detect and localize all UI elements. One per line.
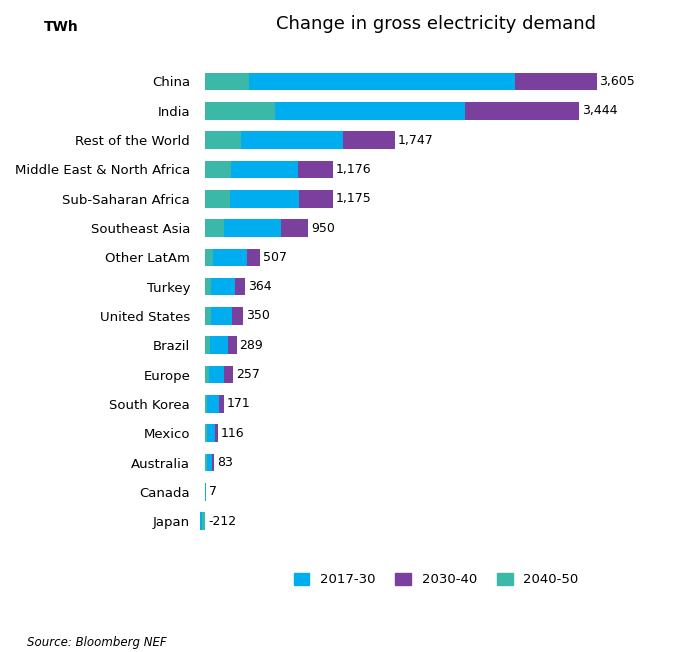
Bar: [205, 72, 249, 90]
Bar: [231, 160, 298, 178]
Text: 950: 950: [311, 222, 335, 235]
Bar: [207, 454, 212, 471]
Bar: [210, 366, 225, 383]
Bar: [205, 190, 230, 207]
Bar: [212, 454, 214, 471]
Bar: [299, 190, 333, 207]
Bar: [205, 395, 207, 413]
Text: 257: 257: [236, 368, 260, 381]
Bar: [202, 512, 205, 530]
Bar: [235, 278, 245, 295]
Text: 1,176: 1,176: [336, 163, 372, 176]
Bar: [230, 190, 299, 207]
Bar: [224, 219, 282, 237]
Bar: [282, 219, 308, 237]
Legend: 2017-30, 2030-40, 2040-50: 2017-30, 2030-40, 2040-50: [289, 567, 584, 591]
Title: Change in gross electricity demand: Change in gross electricity demand: [276, 15, 596, 33]
Text: 1,175: 1,175: [336, 192, 372, 205]
Bar: [249, 72, 515, 90]
Bar: [205, 366, 210, 383]
Bar: [188, 512, 202, 530]
Text: Source: Bloomberg NEF: Source: Bloomberg NEF: [27, 636, 167, 649]
Text: 364: 364: [247, 280, 271, 293]
Text: 3,605: 3,605: [599, 75, 635, 88]
Bar: [465, 102, 579, 119]
Bar: [275, 102, 465, 119]
Bar: [205, 336, 210, 354]
Bar: [515, 72, 596, 90]
Bar: [247, 248, 260, 266]
Bar: [210, 336, 228, 354]
Bar: [213, 248, 247, 266]
Text: 350: 350: [246, 310, 270, 323]
Text: 83: 83: [217, 456, 233, 469]
Bar: [205, 307, 212, 325]
Text: -212: -212: [208, 514, 236, 527]
Bar: [219, 395, 224, 413]
Bar: [343, 131, 395, 149]
Bar: [205, 248, 213, 266]
Text: TWh: TWh: [44, 20, 79, 34]
Text: 3,444: 3,444: [582, 104, 618, 117]
Bar: [228, 336, 237, 354]
Bar: [205, 424, 207, 442]
Bar: [182, 512, 188, 530]
Bar: [241, 131, 343, 149]
Bar: [205, 483, 206, 501]
Bar: [215, 424, 218, 442]
Bar: [212, 307, 232, 325]
Bar: [205, 102, 275, 119]
Bar: [207, 424, 215, 442]
Bar: [225, 366, 234, 383]
Bar: [232, 307, 243, 325]
Bar: [207, 395, 219, 413]
Bar: [205, 131, 241, 149]
Text: 116: 116: [221, 426, 245, 439]
Text: 507: 507: [263, 251, 287, 264]
Bar: [212, 278, 235, 295]
Text: 289: 289: [240, 339, 263, 352]
Bar: [205, 278, 212, 295]
Bar: [205, 219, 224, 237]
Text: 171: 171: [227, 397, 251, 410]
Text: 1,747: 1,747: [398, 134, 433, 147]
Bar: [205, 160, 231, 178]
Bar: [298, 160, 333, 178]
Bar: [205, 454, 207, 471]
Text: 7: 7: [209, 485, 217, 498]
